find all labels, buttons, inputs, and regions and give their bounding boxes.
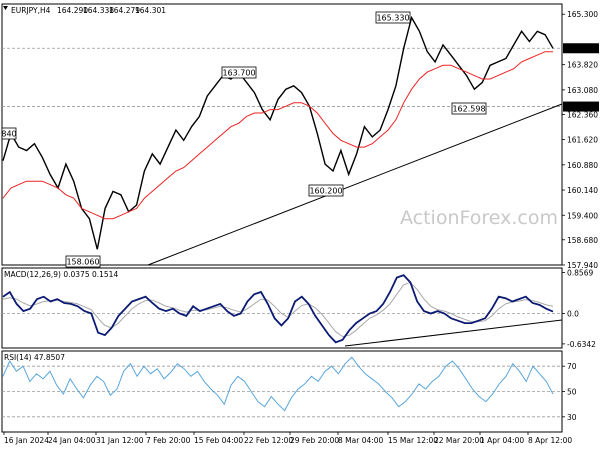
price-callout-0: 840 <box>1 130 16 139</box>
price-tick-7: 160.880 <box>567 161 598 170</box>
price-callout-box-5 <box>451 102 487 115</box>
price-callout-box-0 <box>1 127 17 140</box>
price-tick-2: 163.820 <box>567 61 598 70</box>
price-callout-box-3 <box>308 184 344 197</box>
price-callout-1: 158.060 <box>66 258 99 267</box>
moving-average-series <box>2 51 553 220</box>
price-tag-box-1 <box>563 43 599 54</box>
symbol-label: EURJPY,H4 <box>11 6 51 15</box>
price-callout-2: 163.700 <box>222 69 255 78</box>
rsi-tick-2: 30 <box>567 413 577 422</box>
x-tick-7: 8 Mar 04:00 <box>338 436 384 445</box>
macd-tick-2: -0.6342 <box>567 340 596 349</box>
price-callout-box-2 <box>221 66 257 79</box>
x-tick-2: 31 Jan 12:00 <box>96 436 144 445</box>
price-tag-4: 162.590 <box>566 103 597 112</box>
macd-title: MACD(12,26,9) 0.0375 0.1514 <box>4 270 118 279</box>
watermark: ActionForex.com <box>400 207 558 229</box>
high-value: 164.338 <box>83 6 114 15</box>
x-tick-11: 8 Apr 12:00 <box>528 436 572 445</box>
price-tick-6: 161.620 <box>567 136 598 145</box>
price-series <box>2 15 554 250</box>
rsi-panel[interactable] <box>2 356 554 412</box>
price-tick-5: 162.360 <box>567 110 598 119</box>
macd-tick-0: 0.8569 <box>567 268 593 277</box>
x-tick-0: 16 Jan 2024 <box>4 436 49 445</box>
close-value: 164.301 <box>135 6 166 15</box>
macd-panel[interactable] <box>2 274 563 347</box>
x-tick-1: 24 Jan 04:00 <box>48 436 96 445</box>
x-tick-10: 1 Apr 04:00 <box>480 436 524 445</box>
rsi-tick-1: 50 <box>567 388 577 397</box>
axes: 165.300 164.301 163.820 163.080 162.590162.3… <box>3 10 599 445</box>
price-callout-4: 165.330 <box>376 14 409 23</box>
x-tick-9: 22 Mar 20:00 <box>434 436 484 445</box>
price-panel[interactable]: 840 158.060 163.700 160.200 165.330 162.598 <box>1 11 563 268</box>
price-tag-box-4 <box>563 101 599 112</box>
macd-main-series <box>2 274 554 344</box>
macd-frame <box>1 267 563 349</box>
x-tick-5: 22 Feb 12:00 <box>244 436 293 445</box>
price-tick-3: 163.080 <box>567 86 598 95</box>
open-value: 164.290 <box>57 6 88 15</box>
x-tick-6: 29 Feb 20:00 <box>290 436 339 445</box>
price-tick-8: 160.140 <box>567 186 598 195</box>
rsi-tick-0: 70 <box>567 362 577 371</box>
x-tick-8: 15 Mar 12:00 <box>388 436 438 445</box>
price-tick-11: 157.940 <box>567 261 598 270</box>
rsi-series <box>2 356 554 412</box>
price-callout-3: 160.200 <box>309 187 342 196</box>
price-tick-0: 165.300 <box>567 10 598 19</box>
x-tick-4: 15 Feb 04:00 <box>194 436 243 445</box>
support-trendline <box>147 103 563 266</box>
macd-signal-series <box>2 281 554 338</box>
price-tag-1: 164.301 <box>566 44 597 53</box>
price-tick-9: 159.400 <box>567 211 598 220</box>
rsi-title: RSI(14) 47.8507 <box>4 353 65 362</box>
price-tick-10: 158.680 <box>567 236 598 245</box>
dropdown-triangle-icon[interactable] <box>3 6 8 10</box>
macd-trendline <box>344 319 563 347</box>
low-value: 164.279 <box>109 6 140 15</box>
price-callout-box-4 <box>375 11 411 24</box>
price-callout-5: 162.598 <box>452 105 485 114</box>
macd-tick-1: 0.0 <box>567 310 579 319</box>
x-tick-3: 7 Feb 20:00 <box>146 436 191 445</box>
price-callout-box-1 <box>65 255 101 268</box>
